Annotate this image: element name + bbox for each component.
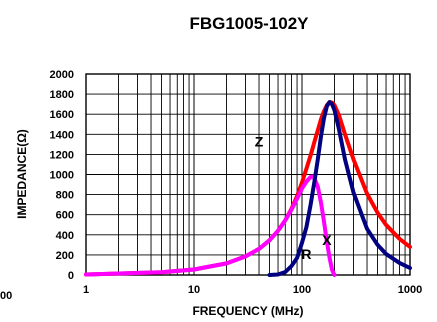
x-tick-label: 10 xyxy=(188,284,200,296)
y-tick-label: 1400 xyxy=(50,129,74,141)
x-tick-label: 100 xyxy=(293,284,311,296)
y-tick-label: 1000 xyxy=(50,170,74,182)
series-label-r: R xyxy=(301,246,311,262)
series-line-x xyxy=(267,100,412,277)
x-tick-label: 1 xyxy=(83,284,89,296)
series-label-z: Z xyxy=(255,133,264,149)
y-tick-label: 1600 xyxy=(50,109,74,121)
series-label-x: X xyxy=(322,232,332,248)
chart-series xyxy=(84,100,412,277)
x-tick-label: 1000 xyxy=(398,284,422,296)
x-axis-label: FREQUENCY (MHz) xyxy=(192,304,303,318)
chart-title: FBG1005-102Y xyxy=(189,14,309,33)
y-tick-label: 600 xyxy=(56,210,74,222)
chart-grid xyxy=(85,73,411,276)
y-tick-label: 1200 xyxy=(50,149,74,161)
y-axis-label: IMPEDANCE(Ω) xyxy=(15,129,29,219)
cropped-edge-label: 00 xyxy=(0,290,12,302)
y-tick-label: 0 xyxy=(68,270,74,282)
chart-annotations: Z RX xyxy=(255,133,332,262)
series-line-r xyxy=(84,174,337,277)
y-tick-label: 800 xyxy=(56,190,74,202)
y-tick-label: 200 xyxy=(56,250,74,262)
chart-tick-labels: 0 200 400 600 800 1000 1200 1400 1600 1800 2000 1 10… xyxy=(50,69,423,296)
y-tick-label: 2000 xyxy=(50,69,74,81)
y-tick-label: 400 xyxy=(56,230,74,242)
y-tick-label: 1800 xyxy=(50,89,74,101)
